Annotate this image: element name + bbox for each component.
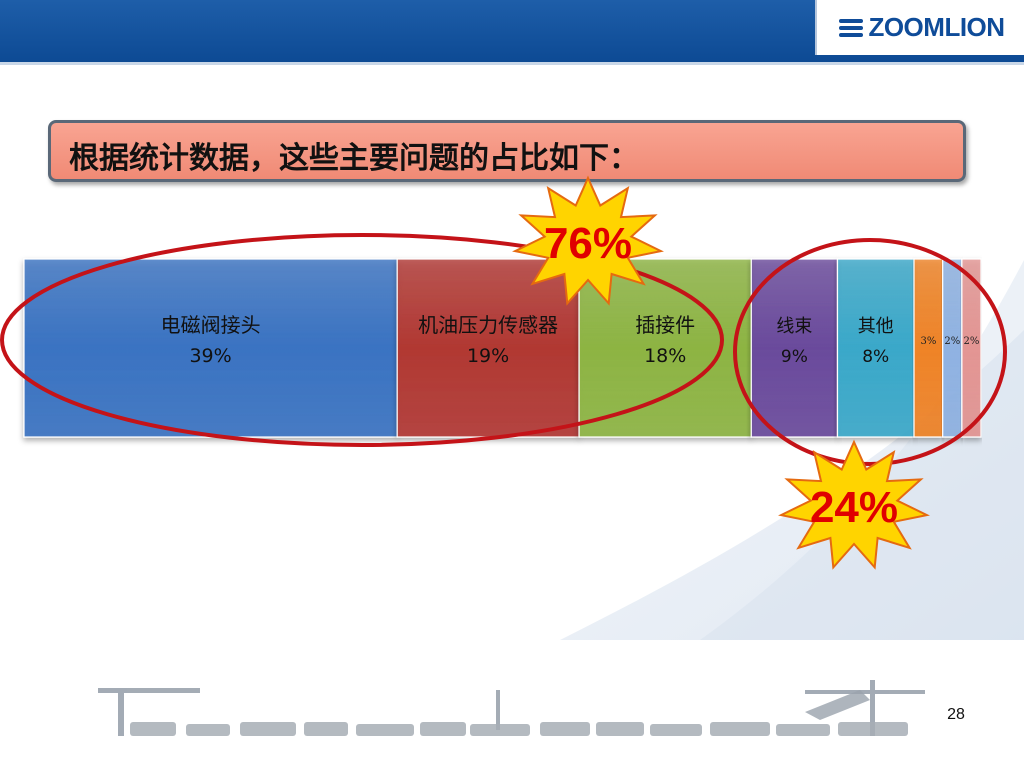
segment-value: 9% [781,347,808,367]
segment-value: 2% [963,336,979,347]
group-ellipse-24 [733,238,1007,466]
bar-segment [750,258,838,438]
segment-label: 机油压力传感器 [418,313,558,337]
segment-label: 插接件 [635,313,695,337]
logo-text: ZOOMLION [868,12,1005,42]
bar-segment [836,258,915,438]
logo: ZOOMLION [815,0,1024,55]
segment-label: 其他 [858,316,894,337]
bar-segment [961,258,982,438]
group-ellipse-76 [0,233,724,447]
starburst-badge [512,175,664,306]
header-divider [0,62,1024,65]
segment-label: 电磁阀接头 [161,313,261,337]
segment-value: 8% [862,347,889,367]
segment-label: 线束 [776,316,812,337]
zoomlion-logo-icon [839,18,864,37]
segment-value: 3% [920,336,936,347]
badge-percent: 24% [810,483,898,532]
segment-value: 39% [189,345,231,367]
starburst-badge [778,439,930,570]
segment-value: 2% [944,336,960,347]
badge-percent: 76% [544,219,632,268]
segment-value: 19% [467,345,509,367]
title-banner: 根据统计数据，这些主要问题的占比如下： [48,120,966,182]
page-number: 28 [947,706,965,723]
slide-title: 根据统计数据，这些主要问题的占比如下： [69,141,639,176]
bar-segment [913,258,944,438]
segment-value: 18% [644,345,686,367]
